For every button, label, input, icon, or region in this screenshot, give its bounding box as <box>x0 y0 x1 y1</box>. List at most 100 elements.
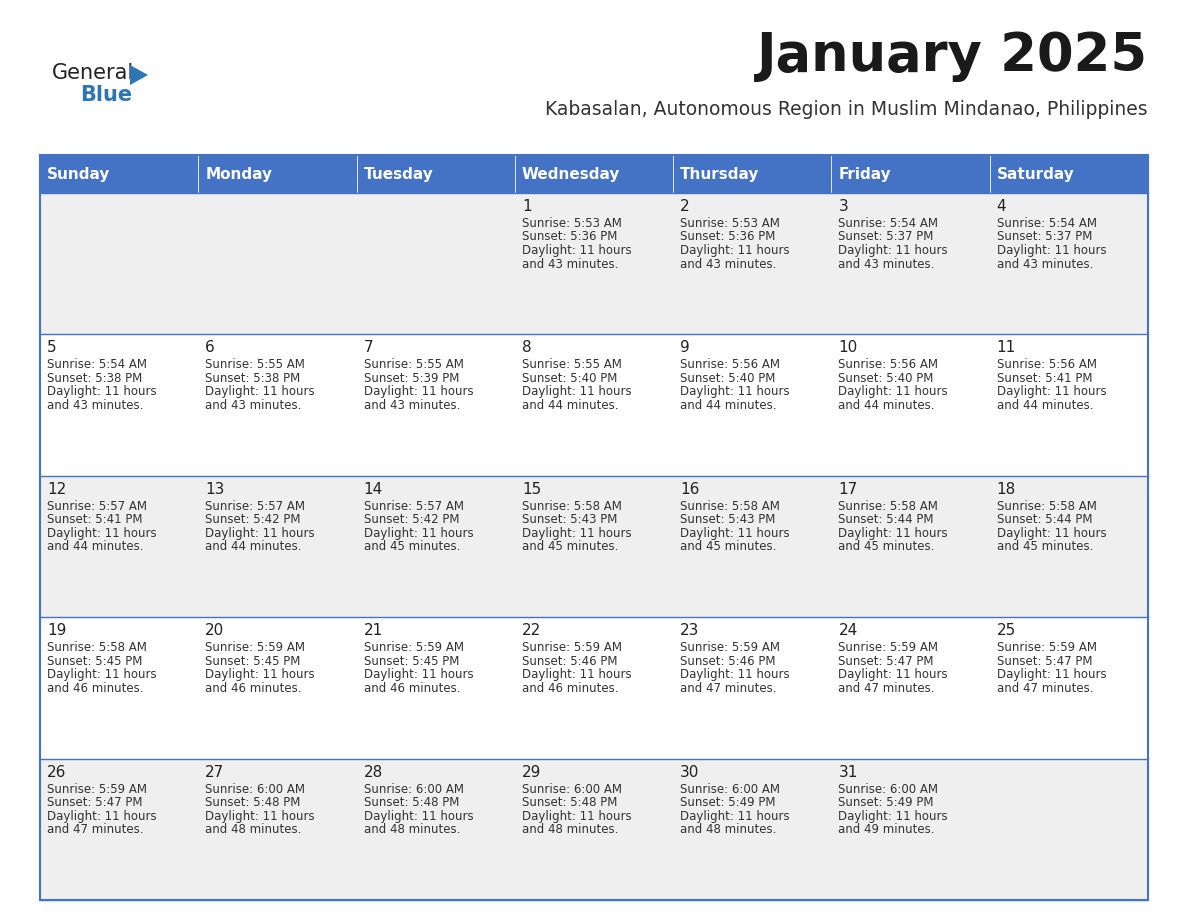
Text: Sunrise: 5:59 AM: Sunrise: 5:59 AM <box>48 783 147 796</box>
Text: Sunset: 5:46 PM: Sunset: 5:46 PM <box>522 655 618 667</box>
Text: Sunset: 5:41 PM: Sunset: 5:41 PM <box>48 513 143 526</box>
Text: Sunrise: 5:57 AM: Sunrise: 5:57 AM <box>206 499 305 513</box>
Text: 21: 21 <box>364 623 383 638</box>
Text: Sunset: 5:40 PM: Sunset: 5:40 PM <box>522 372 618 385</box>
Text: Daylight: 11 hours: Daylight: 11 hours <box>522 810 632 823</box>
Text: Sunset: 5:48 PM: Sunset: 5:48 PM <box>364 796 459 809</box>
Text: and 44 minutes.: and 44 minutes. <box>997 399 1093 412</box>
Text: Sunrise: 5:56 AM: Sunrise: 5:56 AM <box>681 358 781 372</box>
Text: Sunrise: 5:59 AM: Sunrise: 5:59 AM <box>522 641 621 655</box>
Text: Sunset: 5:38 PM: Sunset: 5:38 PM <box>206 372 301 385</box>
Text: Tuesday: Tuesday <box>364 166 434 182</box>
Text: and 44 minutes.: and 44 minutes. <box>681 399 777 412</box>
Text: 25: 25 <box>997 623 1016 638</box>
Text: Daylight: 11 hours: Daylight: 11 hours <box>681 244 790 257</box>
Text: Daylight: 11 hours: Daylight: 11 hours <box>522 386 632 398</box>
Text: Daylight: 11 hours: Daylight: 11 hours <box>997 244 1106 257</box>
Text: Daylight: 11 hours: Daylight: 11 hours <box>839 668 948 681</box>
Text: Daylight: 11 hours: Daylight: 11 hours <box>839 244 948 257</box>
Text: Sunrise: 5:54 AM: Sunrise: 5:54 AM <box>997 217 1097 230</box>
Text: Sunset: 5:46 PM: Sunset: 5:46 PM <box>681 655 776 667</box>
Text: Daylight: 11 hours: Daylight: 11 hours <box>681 386 790 398</box>
Text: Sunset: 5:36 PM: Sunset: 5:36 PM <box>522 230 618 243</box>
Text: Daylight: 11 hours: Daylight: 11 hours <box>681 810 790 823</box>
Text: Sunrise: 5:59 AM: Sunrise: 5:59 AM <box>681 641 781 655</box>
Text: Sunrise: 5:58 AM: Sunrise: 5:58 AM <box>522 499 621 513</box>
Text: Daylight: 11 hours: Daylight: 11 hours <box>681 527 790 540</box>
Bar <box>40 617 1148 758</box>
Text: and 48 minutes.: and 48 minutes. <box>681 823 777 836</box>
Bar <box>356 155 514 193</box>
Bar <box>40 334 1148 476</box>
Text: Sunrise: 5:55 AM: Sunrise: 5:55 AM <box>364 358 463 372</box>
Text: Sunset: 5:49 PM: Sunset: 5:49 PM <box>839 796 934 809</box>
Text: Sunrise: 5:59 AM: Sunrise: 5:59 AM <box>364 641 463 655</box>
Text: Sunset: 5:48 PM: Sunset: 5:48 PM <box>522 796 618 809</box>
Text: Thursday: Thursday <box>681 166 759 182</box>
Text: 24: 24 <box>839 623 858 638</box>
Text: 6: 6 <box>206 341 215 355</box>
Text: Sunrise: 5:59 AM: Sunrise: 5:59 AM <box>997 641 1097 655</box>
Text: Sunset: 5:39 PM: Sunset: 5:39 PM <box>364 372 459 385</box>
Text: Sunset: 5:42 PM: Sunset: 5:42 PM <box>206 513 301 526</box>
Bar <box>40 476 1148 617</box>
Text: 16: 16 <box>681 482 700 497</box>
Text: Sunrise: 6:00 AM: Sunrise: 6:00 AM <box>364 783 463 796</box>
Text: and 44 minutes.: and 44 minutes. <box>839 399 935 412</box>
Text: Sunset: 5:48 PM: Sunset: 5:48 PM <box>206 796 301 809</box>
Bar <box>40 193 1148 334</box>
Text: Sunset: 5:37 PM: Sunset: 5:37 PM <box>839 230 934 243</box>
Text: Sunrise: 5:58 AM: Sunrise: 5:58 AM <box>839 499 939 513</box>
Text: and 45 minutes.: and 45 minutes. <box>522 541 618 554</box>
Text: Daylight: 11 hours: Daylight: 11 hours <box>206 810 315 823</box>
Text: Sunset: 5:43 PM: Sunset: 5:43 PM <box>681 513 776 526</box>
Text: Daylight: 11 hours: Daylight: 11 hours <box>681 668 790 681</box>
Text: Sunset: 5:42 PM: Sunset: 5:42 PM <box>364 513 459 526</box>
Text: Daylight: 11 hours: Daylight: 11 hours <box>364 527 473 540</box>
Text: and 43 minutes.: and 43 minutes. <box>839 258 935 271</box>
Text: 2: 2 <box>681 199 690 214</box>
Text: Daylight: 11 hours: Daylight: 11 hours <box>48 527 157 540</box>
Text: Sunrise: 6:00 AM: Sunrise: 6:00 AM <box>681 783 781 796</box>
Text: Daylight: 11 hours: Daylight: 11 hours <box>997 527 1106 540</box>
Text: Sunset: 5:38 PM: Sunset: 5:38 PM <box>48 372 143 385</box>
Text: Sunrise: 5:57 AM: Sunrise: 5:57 AM <box>48 499 147 513</box>
Text: and 48 minutes.: and 48 minutes. <box>364 823 460 836</box>
Text: Sunrise: 5:56 AM: Sunrise: 5:56 AM <box>839 358 939 372</box>
Text: Daylight: 11 hours: Daylight: 11 hours <box>997 668 1106 681</box>
Text: and 47 minutes.: and 47 minutes. <box>48 823 144 836</box>
Text: 18: 18 <box>997 482 1016 497</box>
Text: Daylight: 11 hours: Daylight: 11 hours <box>48 386 157 398</box>
Text: and 48 minutes.: and 48 minutes. <box>206 823 302 836</box>
Text: Sunrise: 6:00 AM: Sunrise: 6:00 AM <box>839 783 939 796</box>
Text: 27: 27 <box>206 765 225 779</box>
Text: Sunday: Sunday <box>48 166 110 182</box>
Text: 31: 31 <box>839 765 858 779</box>
Text: and 44 minutes.: and 44 minutes. <box>206 541 302 554</box>
Text: and 48 minutes.: and 48 minutes. <box>522 823 618 836</box>
Text: Sunset: 5:45 PM: Sunset: 5:45 PM <box>48 655 143 667</box>
Text: and 45 minutes.: and 45 minutes. <box>681 541 777 554</box>
Text: Saturday: Saturday <box>997 166 1074 182</box>
Text: Sunset: 5:45 PM: Sunset: 5:45 PM <box>364 655 459 667</box>
Text: Daylight: 11 hours: Daylight: 11 hours <box>839 386 948 398</box>
Text: Sunset: 5:47 PM: Sunset: 5:47 PM <box>48 796 143 809</box>
Text: Daylight: 11 hours: Daylight: 11 hours <box>206 386 315 398</box>
Text: Monday: Monday <box>206 166 272 182</box>
Text: and 43 minutes.: and 43 minutes. <box>522 258 618 271</box>
Text: 28: 28 <box>364 765 383 779</box>
Text: 4: 4 <box>997 199 1006 214</box>
Text: Kabasalan, Autonomous Region in Muslim Mindanao, Philippines: Kabasalan, Autonomous Region in Muslim M… <box>545 100 1148 119</box>
Text: Sunrise: 5:55 AM: Sunrise: 5:55 AM <box>206 358 305 372</box>
Polygon shape <box>129 65 148 85</box>
Text: and 43 minutes.: and 43 minutes. <box>997 258 1093 271</box>
Text: Daylight: 11 hours: Daylight: 11 hours <box>522 244 632 257</box>
Text: 23: 23 <box>681 623 700 638</box>
Text: 17: 17 <box>839 482 858 497</box>
Text: Sunrise: 5:58 AM: Sunrise: 5:58 AM <box>997 499 1097 513</box>
Bar <box>832 155 990 193</box>
Text: and 47 minutes.: and 47 minutes. <box>997 682 1093 695</box>
Text: Blue: Blue <box>80 85 132 105</box>
Text: and 45 minutes.: and 45 minutes. <box>364 541 460 554</box>
Text: 30: 30 <box>681 765 700 779</box>
